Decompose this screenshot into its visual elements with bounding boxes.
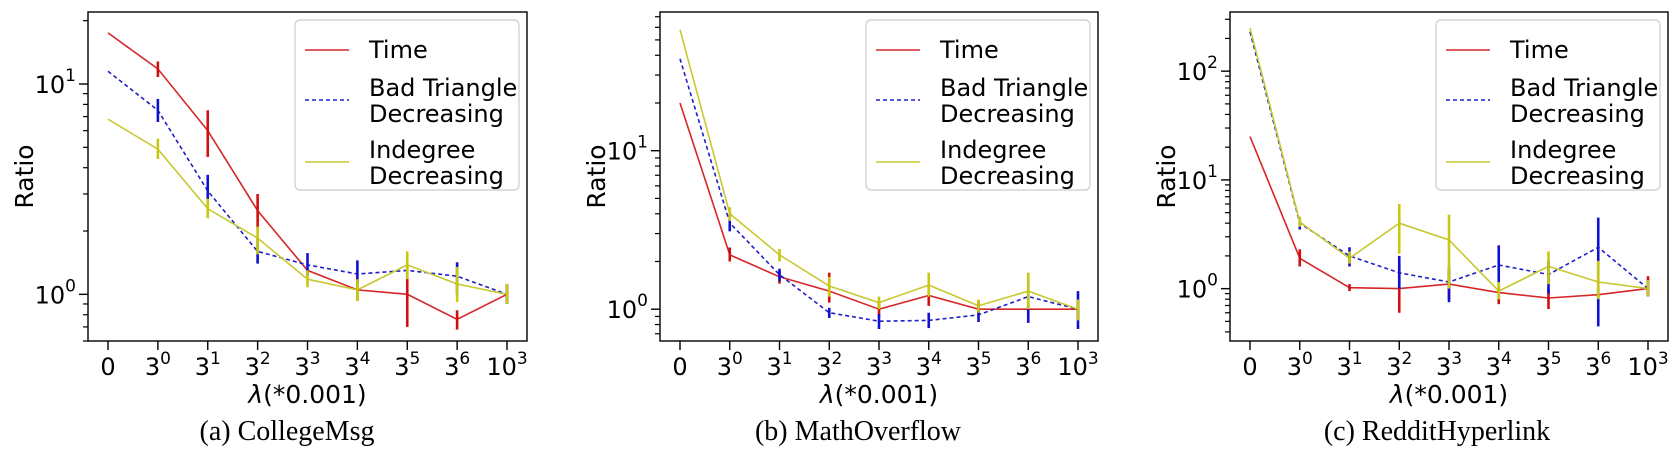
x-tick-label: 103 [486,349,527,381]
x-tick-label: 31 [766,349,792,381]
x-tick-label: 0 [672,353,687,381]
y-tick-label: 102 [1177,53,1218,86]
legend-label: Indegree [1510,136,1616,164]
x-tick-label: 34 [344,349,370,381]
plot-area [107,32,509,330]
x-tick-label: 32 [816,349,842,381]
figure-caption: (b) MathOverflow [755,416,962,447]
plot-area [679,29,1080,329]
x-tick-label: 34 [1486,349,1512,381]
legend-label: Decreasing [1510,100,1645,128]
y-minor-ticks [655,16,660,335]
y-axis-title: Ratio [1152,144,1181,208]
x-tick-label: 30 [717,349,743,381]
plot-frame [1229,11,1669,342]
x-tick-label: 33 [294,349,320,381]
plot-area [1249,27,1650,327]
plot-frame [659,11,1099,342]
x-tick-label: 0 [1242,353,1257,381]
y-axis-title: Ratio [10,144,39,208]
legend-label: Decreasing [940,100,1075,128]
x-tick-label: 36 [1015,349,1041,381]
x-tick-label: 0 [100,353,115,381]
legend-box [865,19,1091,191]
x-tick-label: 34 [916,349,942,381]
legend-label: Indegree [369,136,475,164]
x-tick-label: 33 [1436,349,1462,381]
legend-label: Decreasing [369,162,504,190]
chart-panel-2: 100 101 0 30 31 32 33 34 35 36 103 λ(*0.001) Ratio Ti… [582,11,1099,447]
x-tick-label: 32 [245,349,271,381]
x-tick-label: 31 [1336,349,1362,381]
legend-label: Decreasing [369,100,504,128]
legend-label: Decreasing [940,162,1075,190]
figure-caption: (c) RedditHyperlink [1324,416,1550,447]
x-axis-title: λ(*0.001) [1388,380,1508,409]
x-axis-title: λ(*0.001) [818,380,938,409]
legend-label: Bad Triangle [940,74,1088,102]
y-minor-ticks [1225,18,1230,333]
x-tick-label: 35 [394,349,420,381]
y-minor-ticks [83,20,88,342]
y-tick-label: 101 [607,133,648,166]
x-tick-label: 36 [1585,349,1611,381]
legend-label: Decreasing [1510,162,1645,190]
chart-panel-1: 100 101 0 30 31 32 33 34 35 36 103 λ(*0.001) Ratio Ti… [10,11,528,447]
x-tick-label: 103 [1057,349,1098,381]
legend-label: Indegree [940,136,1046,164]
x-tick-label: 32 [1386,349,1412,381]
x-tick-label: 33 [866,349,892,381]
plot-frame [87,11,528,342]
y-tick-label: 100 [1177,271,1218,304]
legend-label: Time [1509,36,1569,64]
legend-label: Time [939,36,999,64]
legend-label: Bad Triangle [1510,74,1658,102]
legend-box [294,19,520,191]
y-axis-title: Ratio [582,144,611,208]
chart-panel-3: 100 101 102 0 30 31 32 33 34 35 36 103 λ(*0.001) Rati… [1152,11,1669,447]
x-tick-label: 30 [145,349,171,381]
y-tick-label: 100 [607,291,648,324]
y-tick-label: 100 [35,276,76,309]
y-tick-label: 101 [35,66,76,99]
y-tick-label: 101 [1177,162,1218,195]
x-tick-label: 36 [444,349,470,381]
legend-label: Bad Triangle [369,74,517,102]
figure-caption: (a) CollegeMsg [200,416,375,447]
x-tick-label: 103 [1627,349,1668,381]
series-line-bad [679,58,1079,323]
x-tick-label: 35 [1535,349,1561,381]
legend-label: Time [368,36,428,64]
x-tick-label: 30 [1287,349,1313,381]
legend-box [1435,19,1661,191]
x-tick-label: 31 [195,349,221,381]
x-axis-title: λ(*0.001) [246,380,366,409]
x-tick-label: 35 [965,349,991,381]
